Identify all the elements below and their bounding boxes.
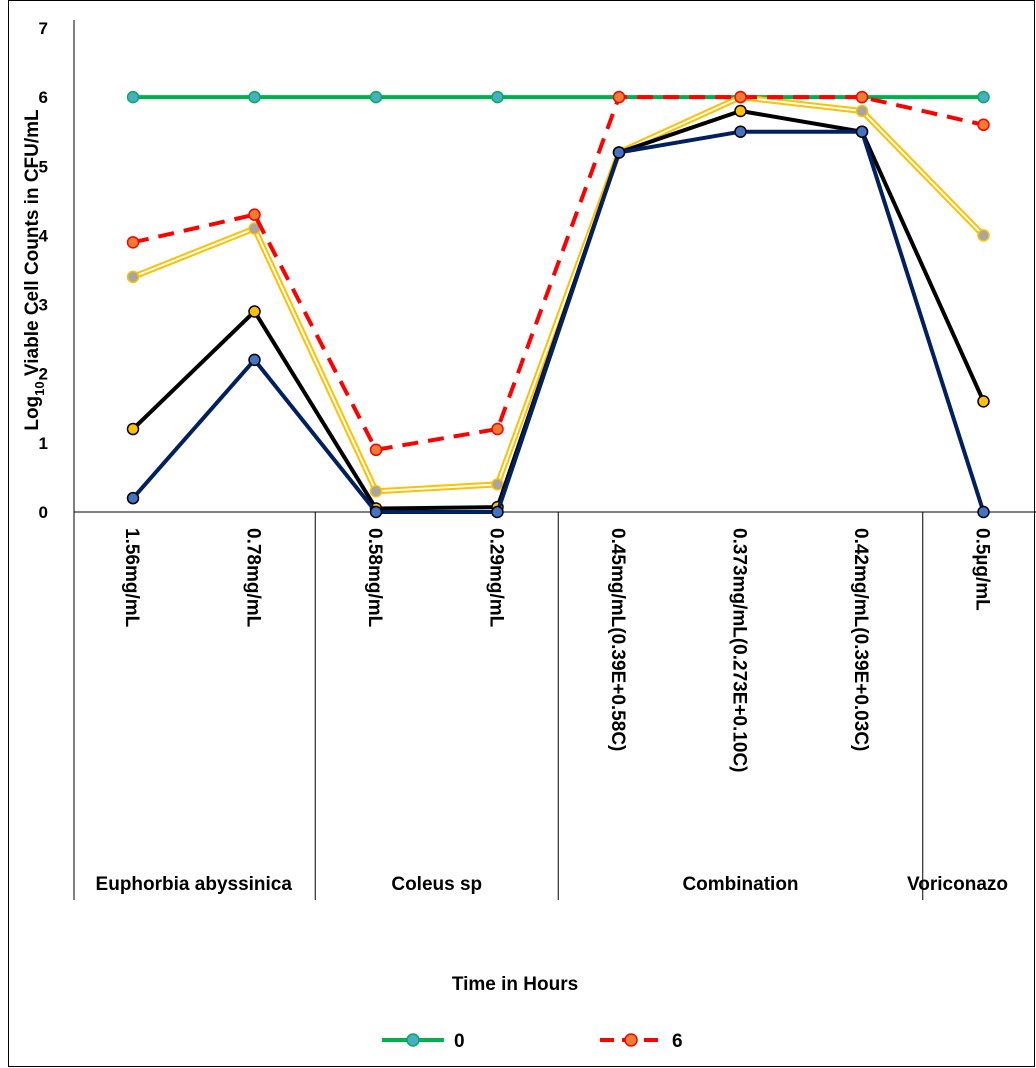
data-point bbox=[977, 229, 990, 242]
chart-frame bbox=[8, 0, 1035, 1067]
data-point bbox=[369, 90, 383, 104]
x-group-label: Voriconazo bbox=[907, 874, 1008, 895]
x-category-label: 0.45mg/mL(0.39E+0.58C) bbox=[607, 528, 628, 751]
data-point bbox=[248, 208, 261, 221]
y-tick-label: 6 bbox=[39, 88, 48, 107]
x-category-label: 1.56mg/mL bbox=[121, 528, 142, 628]
data-point bbox=[126, 236, 140, 249]
data-point bbox=[126, 422, 140, 436]
series-ffc000 bbox=[126, 90, 990, 498]
data-point bbox=[248, 353, 261, 367]
series-line-inner bbox=[132, 96, 985, 493]
y-tick-label: 0 bbox=[39, 503, 48, 522]
x-category-label: 0.58mg/mL bbox=[364, 528, 385, 628]
x-group-label: Coleus sp bbox=[391, 874, 482, 895]
x-category-label: 0.42mg/mL(0.39E+0.03C) bbox=[850, 528, 871, 751]
x-category-label: 0.5µg/mL bbox=[972, 528, 993, 611]
data-point bbox=[612, 146, 626, 159]
data-point bbox=[248, 305, 261, 318]
y-tick-label: 5 bbox=[39, 157, 48, 176]
data-point bbox=[977, 395, 990, 408]
data-point bbox=[369, 485, 383, 498]
series-6 bbox=[126, 90, 990, 457]
legend-swatch-marker bbox=[406, 1033, 420, 1047]
data-point bbox=[369, 505, 383, 519]
y-tick-label: 2 bbox=[39, 365, 48, 384]
data-point bbox=[369, 443, 383, 457]
x-group-label: Combination bbox=[682, 874, 798, 895]
data-point bbox=[126, 491, 140, 505]
data-point bbox=[977, 90, 990, 104]
data-point bbox=[977, 118, 990, 132]
legend-label: 0 bbox=[454, 1031, 465, 1052]
y-tick-label: 1 bbox=[39, 434, 48, 453]
data-point bbox=[491, 478, 504, 491]
data-point bbox=[126, 270, 140, 284]
y-tick-label: 7 bbox=[39, 19, 48, 38]
data-point bbox=[491, 505, 504, 519]
x-group-label: Euphorbia abyssinica bbox=[96, 874, 293, 895]
data-point bbox=[491, 422, 504, 436]
y-axis-title: Log10 Viable Cell Counts in CFU/mL bbox=[22, 109, 47, 431]
y-tick-label: 3 bbox=[39, 296, 48, 315]
data-point bbox=[248, 90, 261, 104]
y-title-rest: Viable Cell Counts in CFU/mL bbox=[22, 109, 43, 381]
x-category-label: 0.78mg/mL bbox=[243, 528, 264, 628]
x-category-label: 0.29mg/mL bbox=[486, 528, 507, 628]
data-point bbox=[491, 90, 504, 104]
series-lines bbox=[126, 90, 990, 519]
legend-item-0: 0 bbox=[382, 1031, 465, 1052]
legend-item-6: 6 bbox=[600, 1031, 683, 1052]
series-line bbox=[131, 129, 986, 514]
series-002060 bbox=[126, 125, 990, 519]
legend-label: 6 bbox=[672, 1031, 683, 1052]
y-tick-label: 4 bbox=[39, 226, 49, 245]
data-point bbox=[734, 104, 747, 118]
data-point bbox=[855, 104, 869, 118]
data-point bbox=[126, 90, 140, 104]
y-tick-labels: 0 1 2 3 4 5 6 7 bbox=[39, 19, 49, 522]
series-line bbox=[132, 95, 984, 452]
data-point bbox=[855, 90, 869, 104]
data-point bbox=[612, 90, 626, 104]
x-category-labels: 1.56mg/mL 0.78mg/mL 0.58mg/mL 0.29mg/mL 0.45… bbox=[121, 528, 993, 773]
y-title-subscript: 10 bbox=[32, 381, 47, 395]
x-category-label: 0.373mg/mL(0.273E+0.10C) bbox=[729, 528, 750, 773]
axes bbox=[73, 20, 1036, 900]
legend-swatch-marker bbox=[624, 1033, 638, 1047]
data-point bbox=[977, 505, 990, 519]
y-title-log: Log bbox=[22, 396, 43, 431]
data-point bbox=[734, 125, 747, 138]
x-group-labels: Euphorbia abyssinica Coleus sp Combination… bbox=[96, 874, 1008, 895]
data-point bbox=[855, 125, 869, 138]
series-line bbox=[131, 94, 986, 495]
data-point bbox=[734, 90, 747, 104]
x-axis-title: Time in Hours bbox=[452, 974, 578, 995]
